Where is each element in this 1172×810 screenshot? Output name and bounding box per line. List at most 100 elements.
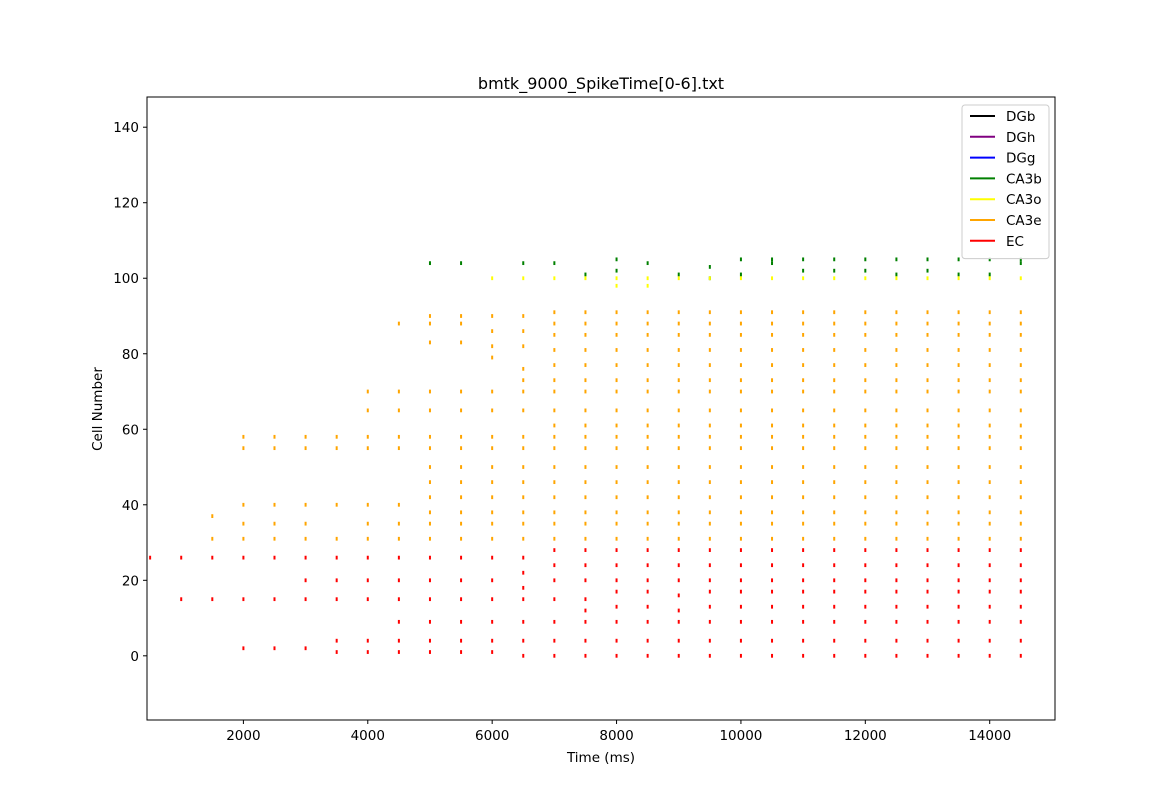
spike-ca3e-300 (926, 378, 929, 383)
spike-ca3e-345 (988, 536, 991, 541)
spike-ca3e-292 (895, 510, 898, 515)
spike-ca3e-20 (335, 536, 338, 541)
spike-ca3e-321 (957, 434, 960, 439)
spike-ec-36 (428, 650, 431, 654)
spike-ca3e-60 (460, 521, 463, 526)
x-tick-label-12000: 12000 (844, 728, 887, 744)
spike-ec-16 (335, 578, 338, 583)
spike-ca3e-98 (553, 408, 556, 413)
spike-ec-93 (677, 638, 680, 643)
spike-ec-180 (1019, 619, 1022, 624)
spike-ca3e-266 (864, 378, 867, 383)
spike-ca3b-13 (771, 257, 774, 262)
spike-ca3e-200 (739, 408, 742, 413)
spike-ca3o-3 (584, 276, 587, 281)
spike-ec-75 (615, 604, 618, 609)
spike-ca3e-258 (833, 510, 836, 515)
y-axis: 0 20 40 60 80 100 120 140 (113, 120, 147, 665)
spike-ca3o-0 (491, 276, 494, 281)
spike-ca3e-209 (739, 536, 742, 541)
spike-ca3b-27 (988, 257, 991, 262)
spike-ca3e-109 (584, 321, 587, 326)
spike-ca3e-90 (522, 536, 525, 541)
spike-ec-104 (739, 563, 742, 568)
spike-ca3e-133 (615, 423, 618, 428)
spike-ca3e-204 (739, 465, 742, 469)
spike-ca3e-183 (708, 408, 711, 413)
spike-ca3b-29 (1019, 257, 1022, 262)
spike-ec-112 (771, 563, 774, 568)
spike-ca3e-80 (522, 378, 525, 383)
spike-ca3e-144 (646, 332, 649, 337)
spike-ec-2 (180, 597, 183, 602)
spike-ca3e-53 (460, 408, 463, 413)
spike-ca3e-276 (864, 521, 867, 526)
spike-ec-69 (584, 638, 587, 643)
x-tick-label-4000: 4000 (351, 728, 385, 744)
spike-ca3e-117 (584, 434, 587, 439)
spike-ca3e-76 (522, 314, 525, 318)
spike-ec-161 (957, 578, 960, 583)
spike-ca3e-253 (833, 434, 836, 439)
spike-ca3e-6 (242, 536, 245, 541)
spike-ca3e-282 (895, 363, 898, 367)
spike-ca3e-337 (988, 423, 991, 428)
spike-ec-105 (739, 578, 742, 583)
spike-ca3e-111 (584, 348, 587, 352)
spike-ca3e-33 (397, 502, 400, 507)
spike-ca3e-219 (771, 434, 774, 439)
spike-ca3e-89 (522, 521, 525, 526)
spike-ca3e-73 (491, 510, 494, 515)
spike-ca3e-296 (926, 321, 929, 326)
spike-ca3e-70 (491, 465, 494, 469)
spike-ca3e-207 (739, 510, 742, 515)
spike-ca3e-198 (739, 378, 742, 383)
spike-ca3e-335 (988, 389, 991, 394)
spike-ca3e-215 (771, 378, 774, 383)
spike-ec-38 (460, 578, 463, 583)
spike-ca3e-346 (1019, 310, 1022, 315)
spike-ca3e-360 (1019, 510, 1022, 515)
spike-ec-68 (584, 619, 587, 624)
spike-ca3e-216 (771, 389, 774, 394)
spike-ca3e-142 (646, 310, 649, 315)
spike-ca3e-58 (460, 495, 463, 500)
spike-ec-32 (428, 578, 431, 583)
spike-ec-28 (397, 619, 400, 624)
spike-ca3b-21 (895, 257, 898, 262)
spike-ca3e-191 (708, 521, 711, 526)
spike-ec-3 (211, 555, 214, 560)
spike-ca3e-323 (957, 465, 960, 469)
spike-ca3e-294 (895, 536, 898, 541)
spike-ca3e-93 (553, 332, 556, 337)
spike-ca3e-153 (646, 465, 649, 469)
spike-ec-145 (895, 578, 898, 583)
spike-ca3e-24 (366, 446, 369, 451)
spike-ca3b-30 (1019, 261, 1022, 266)
spike-ca3e-190 (708, 510, 711, 515)
spike-ca3e-66 (491, 389, 494, 394)
spike-ca3e-243 (802, 536, 805, 541)
spike-ca3e-259 (833, 521, 836, 526)
spike-ca3o-12 (802, 276, 805, 281)
spike-ca3e-269 (864, 423, 867, 428)
spike-ca3o-7 (646, 283, 649, 288)
spike-ca3e-197 (739, 363, 742, 367)
spike-ca3e-217 (771, 408, 774, 413)
spike-ca3e-2 (242, 434, 245, 439)
spike-ca3e-304 (926, 434, 929, 439)
spike-ca3e-317 (957, 378, 960, 383)
spike-ca3e-56 (460, 465, 463, 469)
spike-ca3e-68 (491, 434, 494, 439)
spike-ca3e-164 (677, 378, 680, 383)
spike-ec-4 (211, 597, 214, 602)
spike-ca3o-6 (646, 276, 649, 281)
spike-ec-143 (895, 548, 898, 552)
spike-ca3e-27 (366, 536, 369, 541)
spike-ec-54 (522, 638, 525, 643)
spike-ca3e-328 (957, 536, 960, 541)
spike-ca3e-235 (802, 423, 805, 428)
spike-ca3e-357 (1019, 465, 1022, 469)
spike-ec-1 (180, 555, 183, 560)
spike-ca3e-234 (802, 408, 805, 413)
